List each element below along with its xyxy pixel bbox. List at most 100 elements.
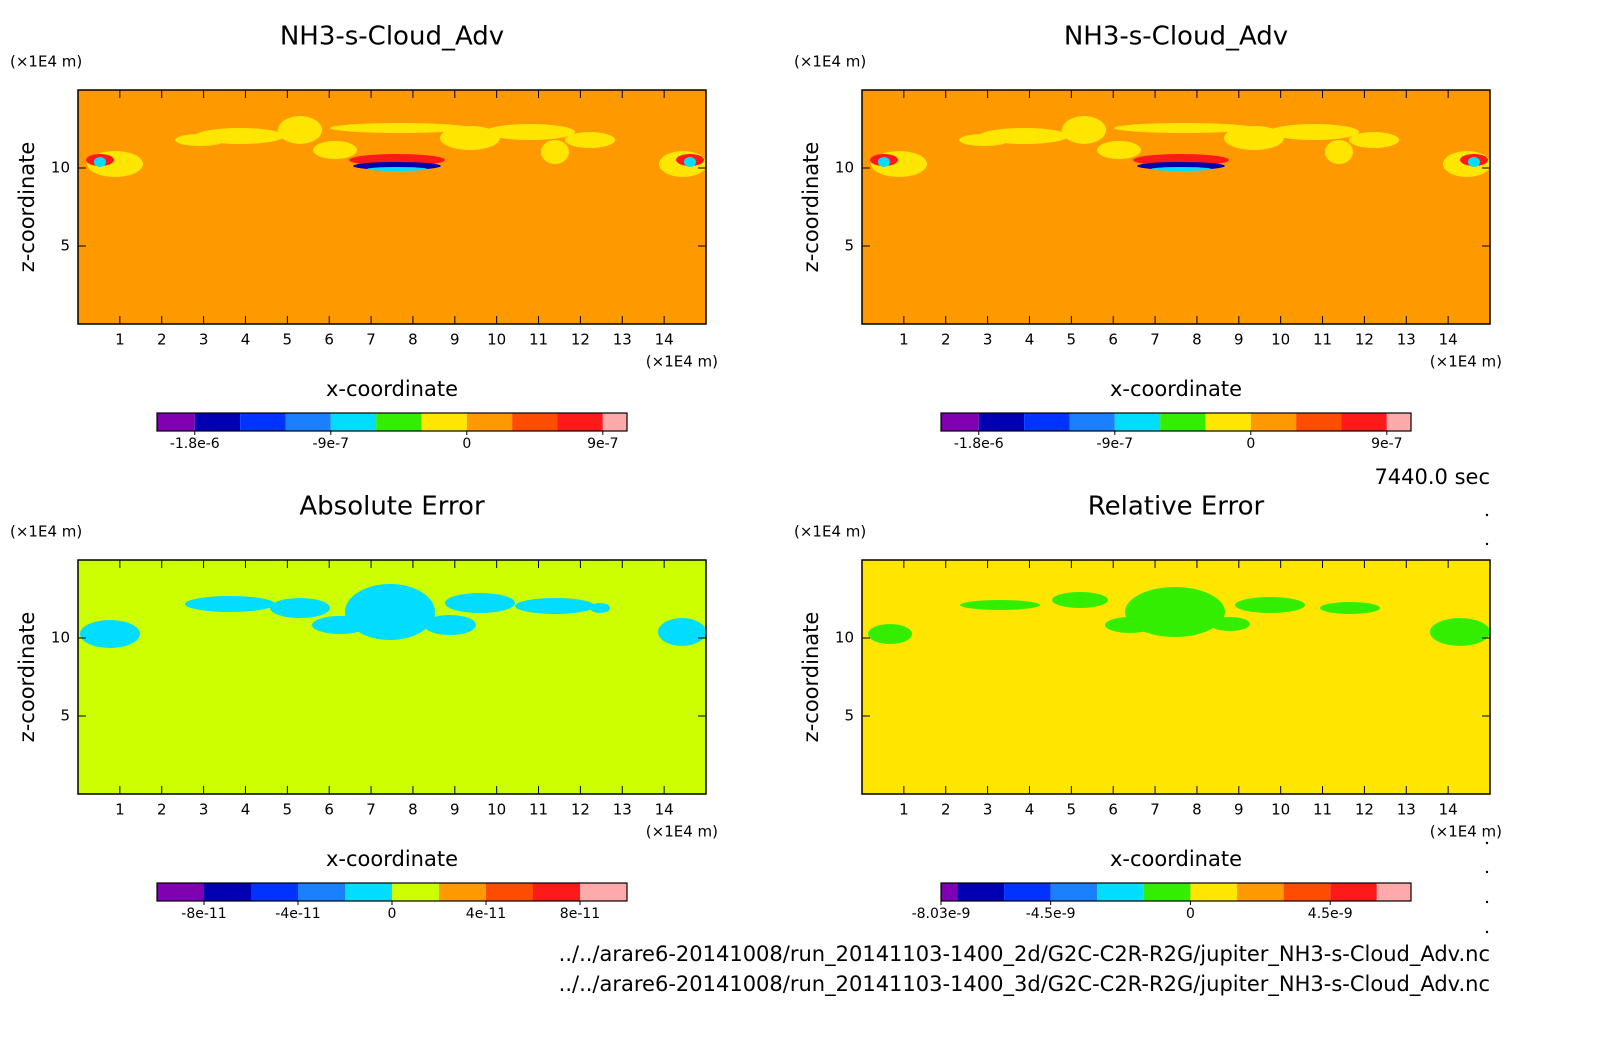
y-unit: (×1E4 m) — [10, 53, 82, 71]
x-tick-label: 5 — [283, 801, 293, 819]
x-tick-label: 11 — [529, 331, 548, 349]
panel-title: Relative Error — [1088, 492, 1265, 522]
colorbar-tick-label: -1.8e-6 — [954, 436, 1004, 452]
colorbar-tick-label: -8.03e-9 — [912, 906, 971, 922]
field-feature — [175, 134, 225, 146]
colorbar-tick-label: -9e-7 — [1097, 436, 1134, 452]
x-tick-label: 3 — [983, 331, 993, 349]
colorbar-segment — [1114, 413, 1161, 431]
colorbar-segment — [251, 883, 298, 901]
y-tick-label: 10 — [835, 629, 854, 647]
colorbar-segment — [533, 883, 580, 901]
field-feature — [485, 124, 575, 140]
field-feature — [684, 157, 696, 167]
x-tick-label: 13 — [613, 801, 632, 819]
field-feature — [541, 140, 569, 164]
colorbar-segment — [1237, 883, 1284, 901]
x-axis-label: x-coordinate — [1110, 847, 1242, 871]
colorbar-segment — [957, 883, 1005, 901]
colorbar-tick-label: 0 — [388, 906, 397, 922]
x-tick-label: 9 — [1234, 331, 1244, 349]
x-tick-label: 13 — [1397, 801, 1416, 819]
colorbar-tick-label: -4.5e-9 — [1026, 906, 1076, 922]
colorbar-segment — [376, 413, 422, 431]
y-axis-label: z-coordinate — [15, 612, 39, 743]
x-tick-label: 1 — [115, 331, 125, 349]
colorbar-segment — [157, 413, 195, 431]
colorbar-segment — [486, 883, 533, 901]
y-tick-label: 5 — [844, 237, 854, 255]
colorbar-segment — [439, 883, 486, 901]
x-unit: (×1E4 m) — [1430, 823, 1502, 841]
x-tick-label: 12 — [571, 801, 590, 819]
panel-title: NH3-s-Cloud_Adv — [1064, 22, 1288, 52]
time-label: 7440.0 sec — [1374, 465, 1490, 489]
edge-dots — [1485, 513, 1489, 934]
y-axis-label: z-coordinate — [799, 142, 823, 273]
y-tick-label: 5 — [60, 707, 70, 725]
y-unit: (×1E4 m) — [794, 523, 866, 541]
field-feature — [1210, 617, 1250, 631]
panel-title: Absolute Error — [299, 492, 485, 522]
colorbar-tick-label: 0 — [462, 436, 471, 452]
colorbar-segment — [204, 883, 251, 901]
x-tick-label: 10 — [487, 801, 506, 819]
field-feature — [445, 593, 515, 613]
field-feature — [515, 598, 595, 614]
plot-frame — [861, 89, 1491, 325]
file-path: ../../arare6-20141008/run_20141103-1400_… — [559, 972, 1490, 997]
colorbar-segment — [1341, 413, 1387, 431]
colorbar-segment — [1283, 883, 1331, 901]
x-tick-label: 6 — [1108, 331, 1118, 349]
panel: NH3-s-Cloud_Adv(×1E4 m)1 2 3 4 5 6 7 8 9 10 11 12 13… — [794, 22, 1502, 453]
panel: NH3-s-Cloud_Adv(×1E4 m)1 2 3 4 5 6 7 8 9 10 11 12 13… — [10, 22, 718, 453]
x-tick-label: 7 — [1150, 801, 1160, 819]
x-tick-label: 12 — [1355, 331, 1374, 349]
x-tick-label: 3 — [199, 801, 209, 819]
x-tick-label: 7 — [1150, 331, 1160, 349]
field-feature — [1235, 597, 1305, 613]
field-feature — [424, 615, 476, 635]
field-feature — [270, 598, 330, 618]
colorbar-tick-label: -9e-7 — [313, 436, 350, 452]
x-tick-label: 10 — [1271, 331, 1290, 349]
field-feature — [1269, 124, 1359, 140]
x-tick-label: 5 — [1067, 331, 1077, 349]
x-tick-label: 5 — [283, 331, 293, 349]
x-tick-label: 14 — [1439, 331, 1458, 349]
x-tick-label: 7 — [366, 801, 376, 819]
x-tick-label: 12 — [1355, 801, 1374, 819]
plot-frame — [77, 559, 707, 795]
field-feature — [868, 624, 912, 644]
colorbar-segment — [557, 413, 603, 431]
x-tick-label: 1 — [899, 801, 909, 819]
field-feature — [1349, 132, 1399, 148]
field-feature — [1320, 602, 1380, 614]
plot-frame — [77, 89, 707, 325]
field-feature — [94, 157, 106, 167]
colorbar-tick-label: -8e-11 — [181, 906, 226, 922]
x-tick-label: 7 — [366, 331, 376, 349]
x-tick-label: 8 — [408, 331, 418, 349]
y-unit: (×1E4 m) — [10, 523, 82, 541]
x-tick-label: 9 — [450, 801, 460, 819]
x-unit: (×1E4 m) — [1430, 353, 1502, 371]
field-feature — [1325, 140, 1353, 164]
x-tick-label: 13 — [613, 331, 632, 349]
colorbar-segment — [1160, 413, 1206, 431]
colorbar-segment — [1386, 413, 1411, 431]
colorbar-frame — [156, 412, 628, 432]
x-tick-label: 9 — [1234, 801, 1244, 819]
colorbar-segment — [1190, 883, 1238, 901]
x-tick-label: 14 — [655, 331, 674, 349]
colorbar-segment — [580, 883, 627, 901]
x-tick-label: 10 — [487, 331, 506, 349]
x-unit: (×1E4 m) — [646, 823, 718, 841]
colorbar-segment — [941, 413, 979, 431]
field-feature — [330, 123, 470, 133]
x-tick-label: 11 — [529, 801, 548, 819]
colorbar-segment — [345, 883, 392, 901]
field-feature — [960, 600, 1040, 610]
colorbar-tick-label: 0 — [1186, 906, 1195, 922]
